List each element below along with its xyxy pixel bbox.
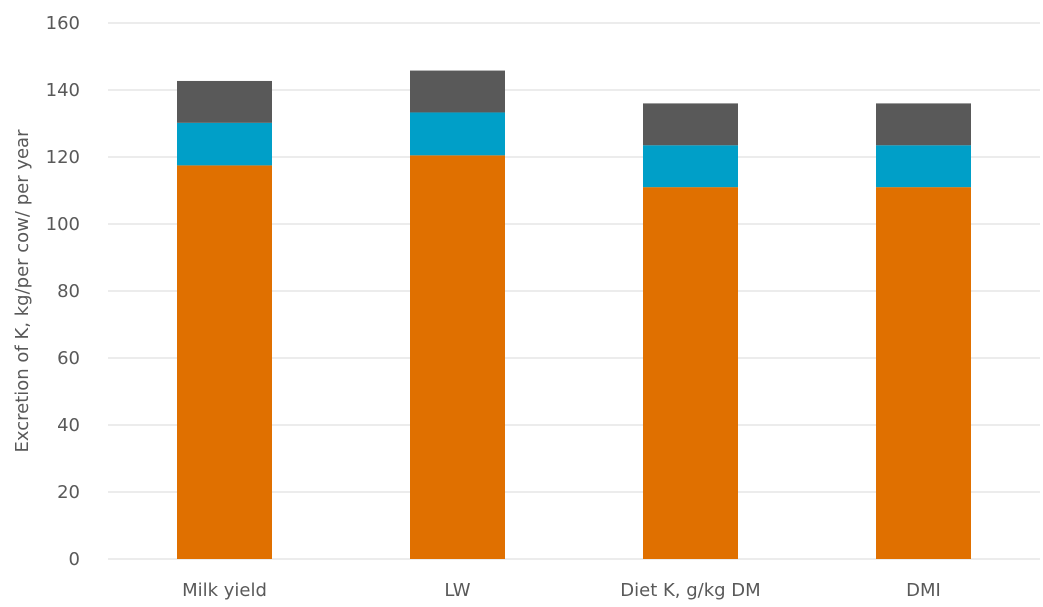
- bar-segment-2: [177, 122, 272, 166]
- bar-segment-3: [410, 70, 505, 113]
- x-tick-label: DMI: [906, 580, 941, 601]
- bar-segment-1: [643, 187, 738, 559]
- bar-segment-3: [876, 103, 971, 146]
- bar-segment-1: [410, 155, 505, 559]
- y-tick-label: 120: [46, 147, 80, 168]
- bar-segment-1: [177, 165, 272, 559]
- bar-segment-2: [643, 145, 738, 188]
- y-tick-label: 20: [57, 482, 80, 503]
- x-tick-label: LW: [444, 580, 470, 601]
- y-tick-label: 140: [46, 80, 80, 101]
- x-tick-label: Milk yield: [182, 580, 267, 601]
- y-tick-label: 100: [46, 214, 80, 235]
- bars: [177, 70, 971, 559]
- y-tick-labels: 0 20 40 60 80 100 120 140 160: [46, 13, 80, 570]
- y-tick-label: 0: [69, 549, 80, 570]
- bar-segment-3: [177, 80, 272, 123]
- bar-segment-2: [876, 145, 971, 188]
- y-tick-label: 60: [57, 348, 80, 369]
- y-tick-label: 80: [57, 281, 80, 302]
- y-axis-title: Excretion of K, kg/per cow/ per year: [12, 129, 33, 453]
- x-tick-labels: Milk yield LW Diet K, g/kg DM DMI: [182, 580, 941, 601]
- y-tick-label: 160: [46, 13, 80, 34]
- x-tick-label: Diet K, g/kg DM: [620, 580, 760, 601]
- bar-segment-1: [876, 187, 971, 559]
- bar-segment-3: [643, 103, 738, 146]
- bar-segment-2: [410, 112, 505, 156]
- y-tick-label: 40: [57, 415, 80, 436]
